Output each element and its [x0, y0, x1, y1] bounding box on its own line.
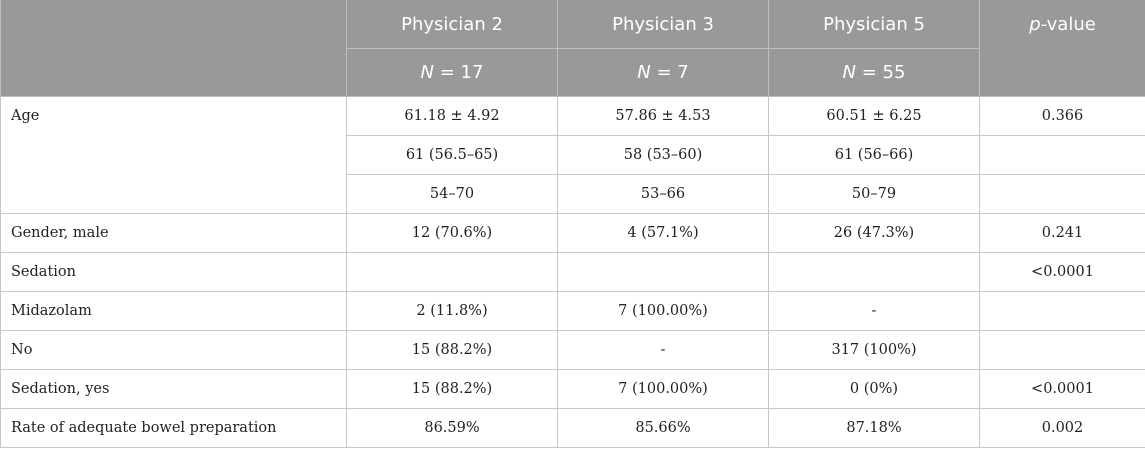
cell-value: 86.59%: [346, 408, 558, 448]
cell-pvalue: [979, 330, 1145, 370]
header-physician-2: Physician 2: [346, 0, 558, 49]
header-physician-3: Physician 3: [557, 0, 769, 49]
cell-value: -: [768, 291, 980, 331]
cell-value: 54–70: [346, 174, 558, 214]
cell-value: 87.18%: [768, 408, 980, 448]
cell-value: 60.51 ± 6.25: [768, 96, 980, 136]
row-label-no: No: [0, 330, 347, 370]
n-label: N: [637, 62, 651, 83]
n-value: = 7: [656, 62, 689, 83]
cell-value: 12 (70.6%): [346, 213, 558, 253]
pvalue-prefix: p: [1029, 14, 1041, 35]
cell-pvalue: <0.0001: [979, 369, 1145, 409]
cell-value: 15 (88.2%): [346, 330, 558, 370]
row-label-sedation: Sedation: [0, 252, 347, 292]
cell-pvalue: [979, 135, 1145, 175]
cell-pvalue: 0.366: [979, 96, 1145, 136]
cell-pvalue: [979, 291, 1145, 331]
n-label: N: [842, 62, 856, 83]
cell-value: -: [557, 330, 769, 370]
table-row-sedation-yes: Sedation, yes 15 (88.2%) 7 (100.00%) 0 (…: [0, 369, 1145, 409]
pvalue-suffix: -value: [1040, 14, 1096, 35]
header-n-physician-5: N = 55: [768, 48, 980, 97]
cell-pvalue: 0.241: [979, 213, 1145, 253]
cell-value: 61 (56–66): [768, 135, 980, 175]
row-label-gender: Gender, male: [0, 213, 347, 253]
cell-value: 317 (100%): [768, 330, 980, 370]
cell-value: 26 (47.3%): [768, 213, 980, 253]
cell-value: [768, 252, 980, 292]
cell-value: 61.18 ± 4.92: [346, 96, 558, 136]
cell-value: 0 (0%): [768, 369, 980, 409]
cell-value: 2 (11.8%): [346, 291, 558, 331]
cell-value: [557, 252, 769, 292]
n-value: = 55: [861, 62, 906, 83]
cell-value: 7 (100.00%): [557, 291, 769, 331]
n-label: N: [420, 62, 434, 83]
header-empty-cell: [0, 0, 347, 97]
table-row-midazolam: Midazolam 2 (11.8%) 7 (100.00%) -: [0, 291, 1145, 331]
cell-value: 85.66%: [557, 408, 769, 448]
table-row-age-median: 61 (56.5–65) 58 (53–60) 61 (56–66): [1, 135, 1145, 175]
n-value: = 17: [439, 62, 484, 83]
cell-value: 57.86 ± 4.53: [557, 96, 769, 136]
cell-value: 15 (88.2%): [346, 369, 558, 409]
header-physician-5: Physician 5: [768, 0, 980, 49]
table-row-gender: Gender, male 12 (70.6%) 4 (57.1%) 26 (47…: [0, 213, 1145, 253]
cell-value: 7 (100.00%): [557, 369, 769, 409]
cell-value: [346, 252, 558, 292]
table-row-age-mean: Age 61.18 ± 4.92 57.86 ± 4.53 60.51 ± 6.…: [0, 96, 1145, 214]
header-n-physician-2: N = 17: [346, 48, 558, 97]
cell-value: 61 (56.5–65): [346, 135, 558, 175]
cell-value: 53–66: [557, 174, 769, 214]
cell-pvalue: [979, 174, 1145, 214]
cell-value: 50–79: [768, 174, 980, 214]
row-label-bowel-prep: Rate of adequate bowel preparation: [0, 408, 347, 448]
table-row-bowel-prep: Rate of adequate bowel preparation 86.59…: [0, 408, 1145, 448]
cell-value: 58 (53–60): [557, 135, 769, 175]
cell-pvalue: 0.002: [979, 408, 1145, 448]
row-label-midazolam: Midazolam: [0, 291, 347, 331]
header-n-physician-3: N = 7: [557, 48, 769, 97]
header-pvalue: p-value: [979, 0, 1145, 97]
cell-value: 4 (57.1%): [557, 213, 769, 253]
table-row-sedation: Sedation <0.0001: [0, 252, 1145, 292]
row-label-age: Age: [0, 96, 347, 214]
cell-pvalue: <0.0001: [979, 252, 1145, 292]
table-row-no: No 15 (88.2%) - 317 (100%): [0, 330, 1145, 370]
table-row-age-range: 54–70 53–66 50–79: [1, 174, 1145, 214]
row-label-sedation-yes: Sedation, yes: [0, 369, 347, 409]
